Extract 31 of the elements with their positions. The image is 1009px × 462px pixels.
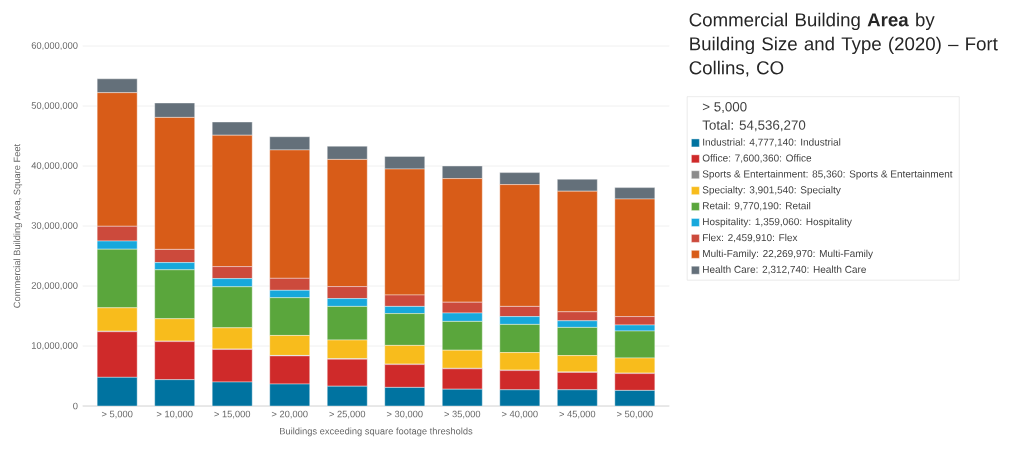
legend-label: Sports & Entertainment: 85,360: Sports & Entertainment: [702, 170, 953, 180]
y-tick-label: 60,000,000: [31, 42, 78, 50]
legend-label: Retail: 9,770,190: Retail: [703, 201, 811, 211]
x-tick-label: > 50,000: [616, 410, 653, 419]
legend-label: Office: 7,600,360: Office: [702, 154, 812, 163]
x-axis-title: Buildings exceeding square footage thresholds: [280, 427, 473, 437]
y-axis-title: Commercial Building Area, Square Feet: [13, 143, 23, 308]
x-tick-label: > 45,000: [559, 410, 596, 419]
x-tick-label: > 25,000: [329, 410, 366, 419]
y-tick-label: 20,000,000: [31, 282, 78, 290]
x-tick-label: > 30,000: [386, 410, 423, 419]
x-tick-label: > 35,000: [444, 410, 481, 419]
y-tick-label: 10,000,000: [31, 342, 78, 350]
x-tick-label: > 10,000: [156, 410, 193, 419]
x-tick-label: > 20,000: [271, 410, 308, 419]
text: Commercial Building Area by Building Size and Type (2020) – Fort Collins, CO: [689, 12, 998, 77]
legend-label: Flex: 2,459,910: Flex: [703, 233, 798, 243]
x-tick-label: > 5,000: [101, 410, 133, 419]
text: Total: 54,536,270: [702, 119, 806, 132]
x-tick-label: > 40,000: [501, 410, 538, 419]
legend-label: Health Care: 2,312,740: Health Care: [703, 265, 866, 275]
y-tick-label: 0: [73, 402, 78, 410]
x-tick-label: > 15,000: [214, 410, 251, 419]
legend-title: > 5,000: [702, 102, 747, 114]
legend-label: Industrial: 4,777,140: Industrial: [703, 138, 841, 147]
y-tick-label: 50,000,000: [31, 102, 78, 110]
y-tick-label: 30,000,000: [31, 222, 78, 230]
legend-label: Hospitality: 1,359,060: Hospitality: [703, 217, 852, 228]
legend-label: Specialty: 3,901,540: Specialty: [702, 186, 841, 196]
y-tick-label: 40,000,000: [31, 162, 78, 170]
legend-label: Multi-Family: 22,269,970: Multi-Family: [703, 249, 873, 260]
